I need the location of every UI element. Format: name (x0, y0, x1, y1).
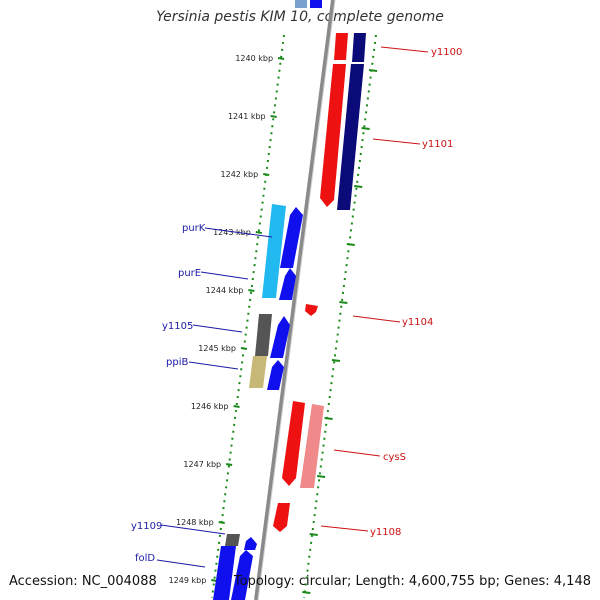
outer-major-tick (302, 591, 311, 594)
folD-connector (156, 559, 206, 568)
tick-label: 1246 kbp (191, 402, 229, 411)
scale-tick-labels: 1240 kbp 1241 kbp 1242 kbp 1243 kbp 1244 kbp… (169, 54, 273, 585)
label-purE[interactable]: purE (178, 268, 201, 279)
inner-major-tick (255, 231, 262, 234)
y1105-connector (192, 324, 243, 333)
tick-label: 1242 kbp (221, 170, 259, 179)
gene-folD[interactable] (213, 546, 236, 600)
tick-label: 1248 kbp (176, 518, 214, 527)
outer-major-tick (317, 475, 326, 478)
tick-label: 1243 kbp (213, 228, 251, 237)
gene-ppiB[interactable] (267, 360, 284, 390)
tick-label: 1249 kbp (169, 576, 207, 585)
outer-major-tick (346, 243, 355, 246)
gene-purK-blue[interactable] (280, 207, 303, 268)
gene-purE[interactable] (279, 268, 296, 300)
genome-backbone-highlight (257, 0, 336, 600)
y1108-connector (320, 525, 369, 532)
gene-y1105-gray[interactable] (255, 314, 272, 356)
gene-y1104[interactable] (305, 304, 318, 316)
outer-major-tick (309, 533, 318, 536)
tick-label: 1240 kbp (235, 54, 273, 63)
inner-major-tick (225, 463, 233, 466)
tick-label: 1244 kbp (206, 286, 244, 295)
gene-ppiB-tan[interactable] (249, 356, 267, 388)
outer-major-tick (331, 359, 341, 362)
gene-folD-2[interactable] (231, 550, 253, 600)
purK-connector (204, 227, 273, 238)
label-folD[interactable]: folD (135, 553, 155, 564)
label-y1100[interactable]: y1100 (431, 47, 462, 58)
gene-y1101[interactable] (320, 64, 346, 207)
top-feature-blue (310, 0, 322, 8)
outer-major-tick (361, 127, 370, 130)
gene-y1100-dark[interactable] (352, 33, 366, 62)
inner-major-tick (233, 405, 240, 408)
ppiB-connector (188, 361, 239, 370)
gene-y1108[interactable] (273, 503, 290, 532)
inner-major-tick (240, 347, 248, 350)
map-title: Yersinia pestis KIM 10, complete genome (156, 9, 444, 25)
accession-text: Accession: NC_004088 (9, 574, 157, 589)
scale-ticks (211, 57, 378, 594)
tick-label: 1247 kbp (183, 460, 221, 469)
gene-y1109-gray[interactable] (225, 534, 240, 546)
gene-y1100[interactable] (334, 33, 348, 60)
y1100-connector (380, 46, 429, 53)
purE-connector (200, 271, 249, 280)
label-purK[interactable]: purK (182, 223, 206, 234)
outer-major-tick (324, 417, 333, 420)
tick-label: 1241 kbp (228, 112, 266, 121)
label-y1104[interactable]: y1104 (402, 317, 433, 328)
gene-purK[interactable] (262, 204, 286, 298)
label-y1101[interactable]: y1101 (422, 139, 453, 150)
label-y1105[interactable]: y1105 (162, 321, 193, 332)
inner-major-tick (277, 57, 285, 60)
genome-summary-text: Topology: circular; Length: 4,600,755 bp… (233, 574, 591, 589)
y1109-connector (160, 524, 226, 535)
gene-cysS[interactable] (282, 401, 305, 486)
label-y1108[interactable]: y1108 (370, 527, 401, 538)
gene-cysS-pink[interactable] (300, 404, 324, 488)
gene-y1109[interactable] (244, 537, 257, 550)
gene-y1105[interactable] (270, 316, 290, 358)
genome-backbone (254, 0, 335, 600)
inner-major-tick (218, 521, 225, 524)
outer-major-tick (354, 185, 363, 188)
tick-label: 1245 kbp (198, 344, 236, 353)
y1101-connector (372, 138, 421, 145)
inner-major-tick (248, 289, 255, 292)
gene-y1101-dark[interactable] (337, 64, 364, 210)
label-cysS[interactable]: cysS (383, 452, 406, 463)
y1104-connector (352, 315, 401, 323)
label-ppiB[interactable]: ppiB (166, 357, 188, 368)
cysS-connector (333, 449, 381, 457)
top-feature-gray (295, 0, 307, 8)
outer-major-tick (368, 69, 378, 72)
inner-major-tick (270, 115, 277, 118)
outer-major-tick (339, 301, 348, 304)
inner-major-tick (263, 173, 270, 176)
label-y1109[interactable]: y1109 (131, 521, 162, 532)
